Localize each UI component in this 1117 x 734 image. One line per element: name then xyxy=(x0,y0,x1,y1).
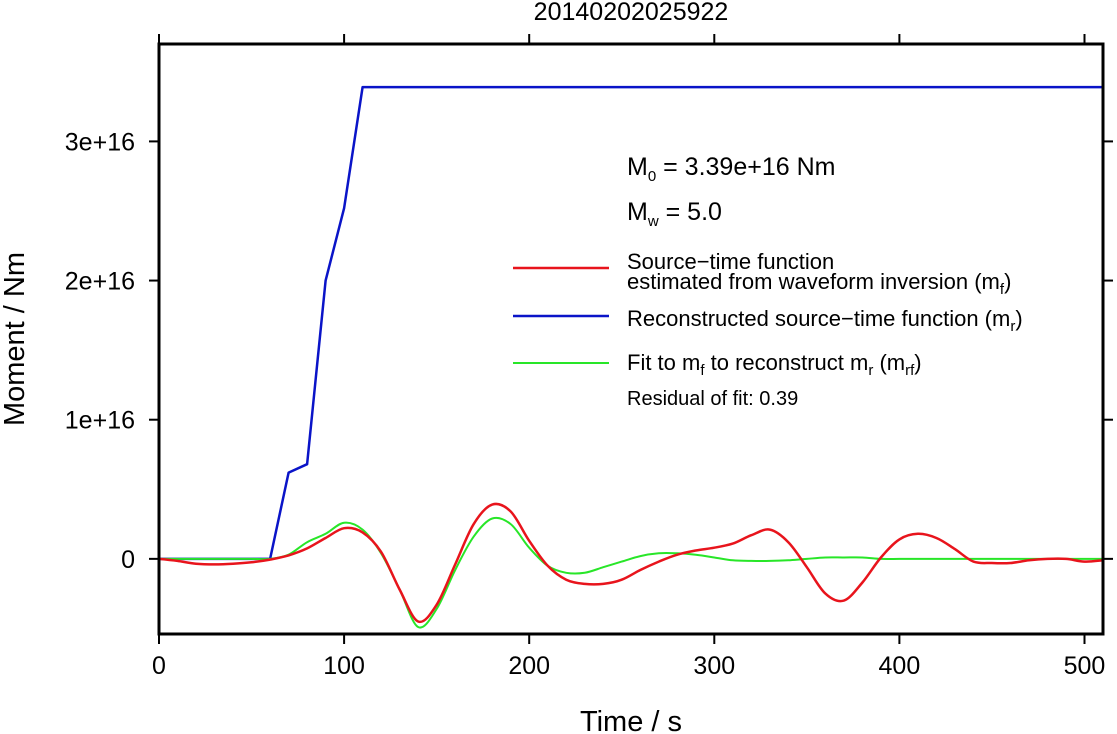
legend-green-sub-b: r xyxy=(868,362,873,379)
legend-green-sub-a: f xyxy=(700,362,705,379)
mw-symbol: M xyxy=(627,198,648,226)
residual-annotation: Residual of fit: 0.39 xyxy=(627,388,798,410)
m0-symbol: M xyxy=(627,153,648,181)
mw-annotation: Mw = 5.0 xyxy=(627,198,722,230)
x-axis-title: Time / s xyxy=(580,706,682,734)
y-tick-label-0: 0 xyxy=(121,546,135,574)
plot-frame xyxy=(157,42,1105,636)
x-tick-label-100: 100 xyxy=(323,652,365,680)
x-tick-label-500: 500 xyxy=(1064,652,1106,680)
legend-green-c: (m xyxy=(873,350,905,375)
legend-green-b: to reconstruct m xyxy=(705,350,869,375)
legend-blue-text: Reconstructed source−time function (mr) xyxy=(627,306,1023,335)
legend-red-tail: ) xyxy=(1004,269,1011,294)
series-line-blue xyxy=(159,85,1103,561)
legend-blue-sub: r xyxy=(1010,318,1015,335)
x-tick-label-0: 0 xyxy=(152,652,166,680)
legend-green-tail: ) xyxy=(914,350,921,375)
y-tick-label-2: 2e+16 xyxy=(65,268,135,296)
legend-red-sub: f xyxy=(1000,281,1005,298)
x-tick-label-200: 200 xyxy=(508,652,550,680)
series-line-green xyxy=(159,516,1103,629)
legend-green-text: Fit to mf to reconstruct mr (mrf) xyxy=(627,350,922,379)
mw-value: = 5.0 xyxy=(659,198,722,226)
legend-blue-tail: ) xyxy=(1015,306,1022,331)
chart-title: 20140202025922 xyxy=(534,0,729,26)
legend-green-a: Fit to m xyxy=(627,350,700,375)
legend-green-sub-c: rf xyxy=(905,362,915,379)
y-tick-label-1: 1e+16 xyxy=(65,407,135,435)
legend: Source−time function estimated from wave… xyxy=(513,249,1023,410)
legend-red-line2: estimated from waveform inversion (mf) xyxy=(627,269,1011,298)
mw-subscript: w xyxy=(647,213,659,230)
x-tick-label-300: 300 xyxy=(693,652,735,680)
legend-red-line1: Source−time function xyxy=(627,249,834,274)
legend-blue-label: Reconstructed source−time function (m xyxy=(627,306,1010,331)
x-tick-label-400: 400 xyxy=(879,652,921,680)
y-tick-label-3: 3e+16 xyxy=(65,128,135,156)
series-line-red xyxy=(158,502,1104,624)
m0-value: = 3.39e+16 Nm xyxy=(656,153,835,181)
legend-red-line2-text: estimated from waveform inversion (m xyxy=(627,269,1000,294)
y-axis-title: Moment / Nm xyxy=(0,252,31,426)
m0-subscript: 0 xyxy=(648,168,656,185)
series-layer xyxy=(158,85,1104,629)
tick-layer: 0 100 200 300 400 500 0 1e+16 2e+16 3e+16 xyxy=(65,34,1113,680)
m0-annotation: M0 = 3.39e+16 Nm xyxy=(627,153,835,185)
